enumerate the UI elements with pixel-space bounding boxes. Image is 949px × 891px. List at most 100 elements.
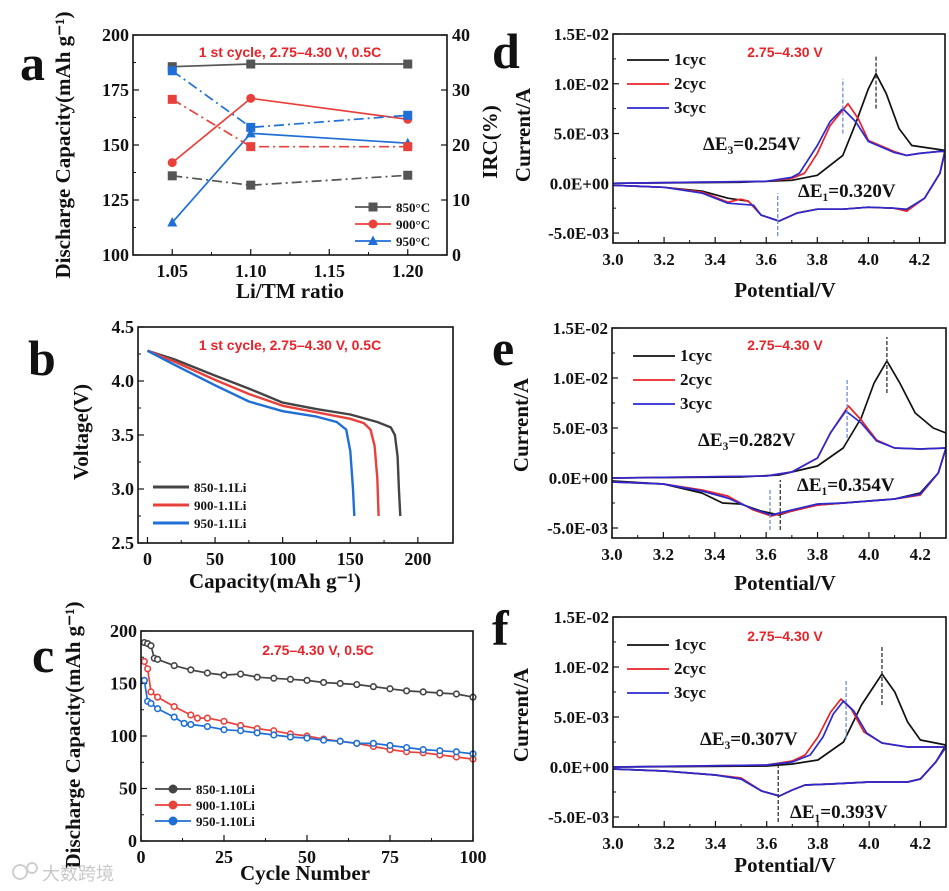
data-point <box>303 734 311 742</box>
data-point <box>170 702 178 711</box>
legend-marker <box>368 235 378 245</box>
data-point <box>147 688 155 696</box>
chart-condition-label: 2.75–4.30 V <box>747 337 823 353</box>
y-tick-label: 0 <box>128 831 137 851</box>
legend-item: 2cyc <box>627 74 707 93</box>
y-tick-label: 3.5 <box>112 425 135 445</box>
data-point <box>167 171 177 181</box>
data-point <box>193 714 202 722</box>
chart-panel-a: a 1.05 1.10 1.15 1.20 100 125 150 175 200 0 10 20 30 4… <box>20 11 502 303</box>
plot-frame <box>612 33 946 244</box>
data-point <box>154 705 162 713</box>
y-tick-label: 0.0E+00 <box>550 174 609 193</box>
series-line-850-c-capacity <box>172 63 408 68</box>
y-axis-title: Voltage(V) <box>69 384 93 480</box>
data-point <box>253 673 261 681</box>
x-axis-title: Potential/V <box>734 853 835 877</box>
y-tick-label: 1.5E-02 <box>554 608 609 627</box>
data-point <box>170 713 178 721</box>
data-point <box>436 747 444 755</box>
data-point <box>403 142 413 152</box>
x-tick-label: 3.4 <box>705 834 727 853</box>
y-tick-label: 5.0E-03 <box>554 125 609 144</box>
chart-panel-d: d 3.0 3.2 3.4 3.6 3.8 4.0 4.2 -5.0E-03 0.0E+00 5.0… <box>492 23 946 302</box>
x-tick-label: 3.0 <box>602 250 623 269</box>
data-point <box>167 158 177 168</box>
x-tick-label: 4.0 <box>858 250 879 269</box>
y-tick-label: 0.0E+00 <box>550 758 609 777</box>
chart-panel-b: b 0 50 100 150 200 2.5 3.0 3.5 4.0 4.5 Capacity(mAh… <box>28 317 454 593</box>
data-point <box>237 727 245 735</box>
data-point <box>237 670 245 678</box>
x-tick-label: 0 <box>143 549 152 569</box>
legend-label: 900-1.1Li <box>194 498 247 513</box>
x-tick-label: 3.6 <box>756 545 777 564</box>
legend-label: 850-1.1Li <box>194 480 247 495</box>
legend-marker <box>168 784 178 794</box>
chart-condition-label: 1 st cycle, 2.75–4.30 V, 0.5C <box>199 337 381 353</box>
legend-label: 850-1.10Li <box>196 782 255 797</box>
y-tick-label: 5.0E-03 <box>553 419 608 438</box>
series-line-950-c-irc <box>171 70 408 129</box>
data-point <box>320 678 328 687</box>
x-tick-label: 3.6 <box>756 834 777 853</box>
data-point <box>187 720 195 729</box>
legend-item: 950-1.1Li <box>153 516 247 531</box>
delta-e-annotation: ΔE₃=0.254V <box>703 134 801 155</box>
series-line-900-1-10li <box>143 661 473 760</box>
legend-item: 1cyc <box>627 50 707 69</box>
x-axis-title: Potential/V <box>734 278 835 302</box>
data-point <box>246 59 256 69</box>
plot-frame <box>140 630 474 842</box>
y-axis-title: Current/A <box>509 377 533 472</box>
x-tick-label: 3.0 <box>602 834 623 853</box>
y2-tick-label: 10 <box>452 190 470 210</box>
y-tick-label: -5.0E-03 <box>548 808 609 827</box>
y-tick-label: 1.0E-02 <box>554 75 609 94</box>
x-tick-label: 3.2 <box>654 834 675 853</box>
legend-label: 900-1.10Li <box>196 798 255 813</box>
panel-letter: c <box>32 627 54 683</box>
y-axis-title: Discharge Capacity(mAh g⁻¹) <box>61 601 85 868</box>
x-tick-label: 4.0 <box>859 834 880 853</box>
x-tick-label: 4.0 <box>858 545 879 564</box>
plot-frame <box>132 34 448 256</box>
y-tick-label: 50 <box>119 779 137 799</box>
x-tick-label: 4.2 <box>909 250 930 269</box>
data-point <box>436 689 444 697</box>
data-point <box>320 736 328 744</box>
watermark: 大数跨境 <box>12 862 114 885</box>
data-point <box>246 93 256 103</box>
data-point <box>220 726 228 734</box>
x-tick-label: 50 <box>206 549 224 569</box>
data-point <box>187 666 195 674</box>
x-axis-title: Potential/V <box>734 571 835 595</box>
delta-e-annotation: ΔE₃=0.282V <box>698 430 796 451</box>
series-line-950-1-1li <box>146 349 356 517</box>
legend-marker <box>368 202 378 212</box>
data-point <box>270 731 278 739</box>
x-tick-label: 1.15 <box>314 261 346 281</box>
legend-item: 900-1.1Li <box>153 498 247 513</box>
legend-label: 950-1.10Li <box>196 814 255 829</box>
data-point <box>452 748 461 756</box>
y-tick-label: 5.0E-03 <box>554 708 609 727</box>
chart-condition-label: 2.75–4.30 V <box>747 44 823 60</box>
x-tick-label: 3.2 <box>653 545 674 564</box>
legend-item: 1cyc <box>627 635 707 654</box>
x-tick-label: 3.8 <box>807 834 828 853</box>
x-axis-title: Cycle Number <box>240 861 370 885</box>
data-point <box>220 671 228 679</box>
y-tick-label: 200 <box>102 25 129 45</box>
x-tick-label: 75 <box>381 847 399 867</box>
series-line-900-1-1li <box>147 349 380 517</box>
y-tick-label: 150 <box>110 674 137 694</box>
legend-item: 3cyc <box>627 683 707 702</box>
data-point <box>270 674 278 682</box>
y-tick-label: 1.0E-02 <box>554 658 609 677</box>
data-point <box>403 59 413 69</box>
legend-item: 3cyc <box>627 98 707 117</box>
x-tick-label: 4.2 <box>910 834 931 853</box>
y2-tick-label: 30 <box>452 80 470 100</box>
x-tick-label: 25 <box>215 847 233 867</box>
